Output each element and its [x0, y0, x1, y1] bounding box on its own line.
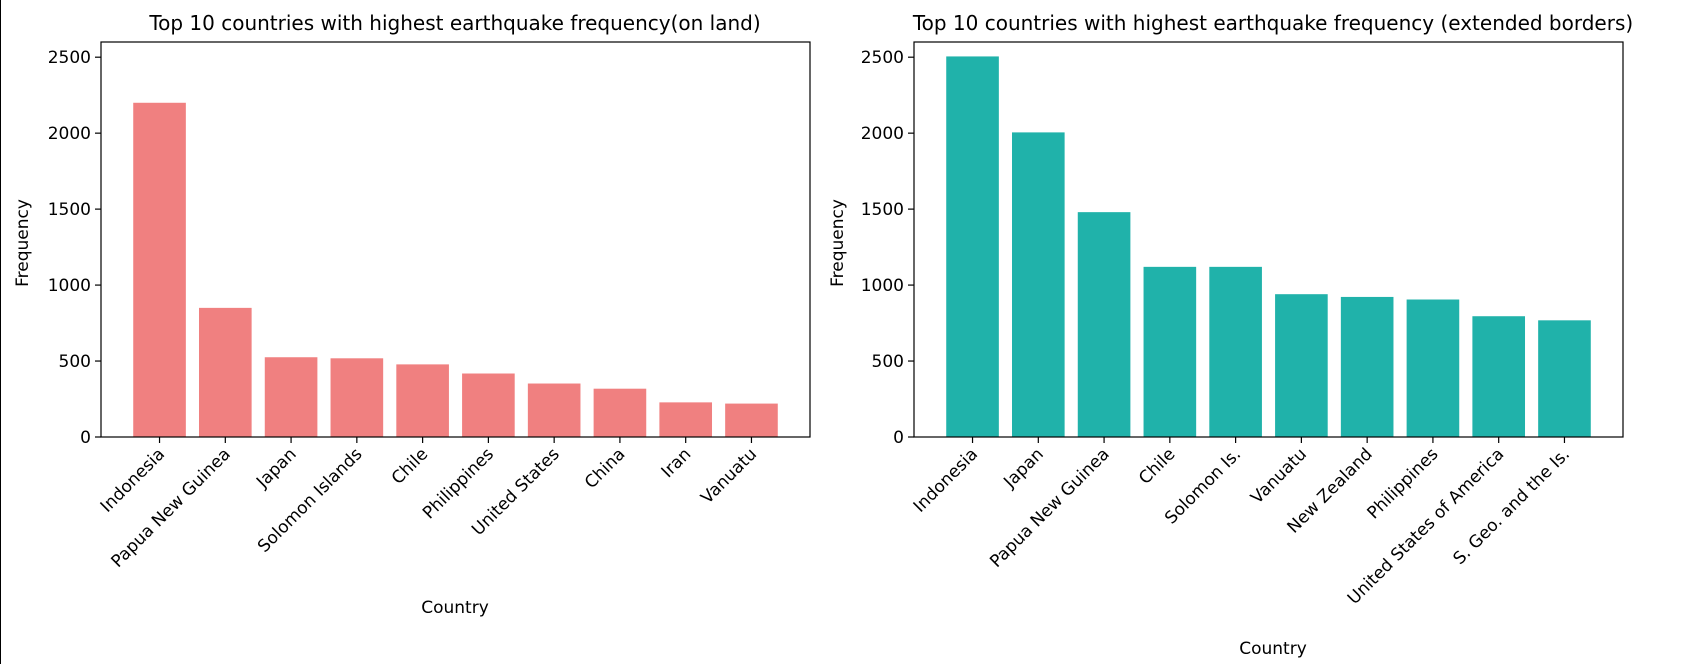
- chart-title: Top 10 countries with highest earthquake…: [148, 11, 760, 35]
- y-tick-label: 1000: [48, 276, 91, 296]
- bar: [462, 373, 515, 437]
- y-tick-label: 2000: [861, 124, 904, 144]
- bar: [1143, 266, 1197, 437]
- chart-title: Top 10 countries with highest earthquake…: [912, 11, 1633, 35]
- bar: [330, 358, 384, 437]
- bar: [1077, 212, 1131, 437]
- y-tick-label: 1000: [861, 276, 904, 296]
- bar: [1538, 320, 1591, 437]
- bar: [1209, 266, 1262, 437]
- y-tick-label: 1500: [861, 200, 904, 220]
- bar: [396, 364, 449, 437]
- bar: [1406, 299, 1460, 437]
- bar: [593, 388, 647, 437]
- y-tick-label: 2000: [48, 124, 91, 144]
- bar: [264, 357, 318, 437]
- y-tick-label: 2500: [48, 48, 91, 68]
- bar: [659, 402, 713, 437]
- y-axis-label: Frequency: [828, 199, 848, 287]
- bar: [527, 383, 581, 437]
- axes-frame: [913, 41, 1624, 438]
- y-tick-label: 500: [59, 352, 91, 372]
- y-tick-label: 0: [80, 428, 91, 448]
- bar: [199, 307, 252, 437]
- bar: [1472, 316, 1526, 437]
- y-axis-label: Frequency: [13, 199, 33, 287]
- y-tick-label: 500: [872, 352, 904, 372]
- y-tick-label: 1500: [48, 200, 91, 220]
- bar: [1012, 132, 1065, 437]
- bar: [946, 56, 999, 438]
- bar: [133, 102, 186, 438]
- y-tick-label: 0: [893, 428, 904, 448]
- bar: [1340, 296, 1394, 437]
- bar: [1275, 294, 1328, 437]
- y-tick-label: 2500: [861, 48, 904, 68]
- axes-frame: [100, 41, 811, 438]
- x-axis-label: Country: [1239, 639, 1307, 659]
- x-axis-label: Country: [421, 598, 489, 618]
- bar: [725, 403, 778, 437]
